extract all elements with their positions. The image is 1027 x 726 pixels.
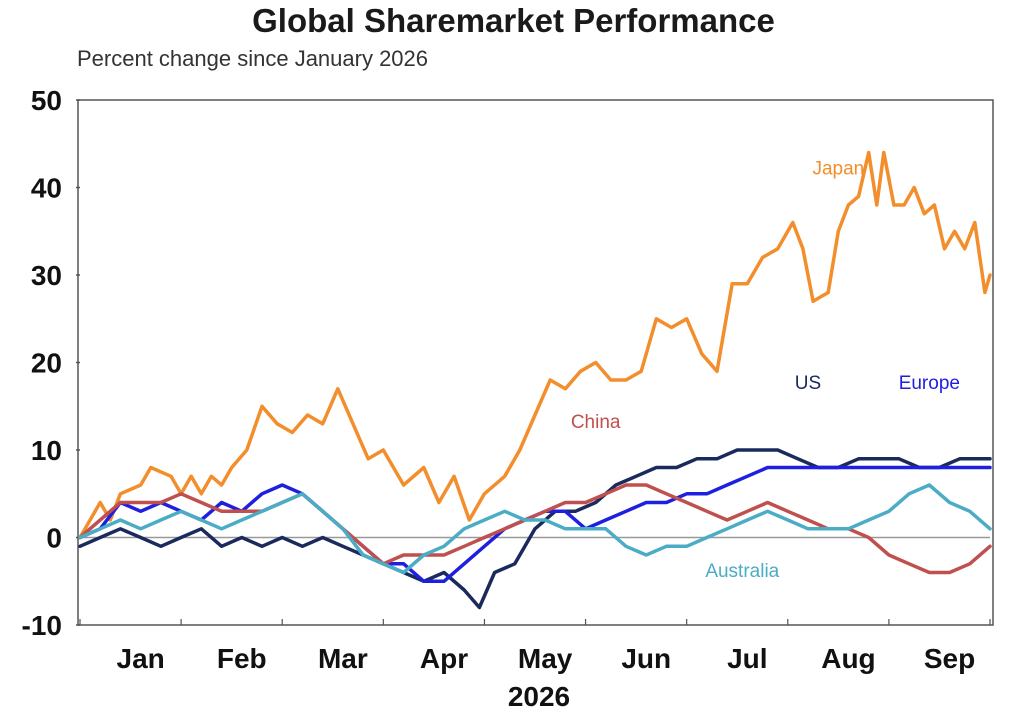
x-tick-label: Mar (318, 643, 368, 674)
x-tick-label: Feb (217, 643, 267, 674)
y-tick-label: 40 (31, 173, 62, 204)
chart-subtitle: Percent change since January 2026 (77, 46, 429, 71)
x-tick-label: Jul (727, 643, 767, 674)
x-axis-label: 2026 (508, 681, 570, 712)
series-line-australia (78, 483, 992, 575)
x-tick-label: Jun (621, 643, 671, 674)
series-line-europe (78, 465, 992, 584)
series-line-us (78, 448, 992, 610)
y-tick-label: -10 (22, 610, 62, 641)
x-tick-label: Sep (924, 643, 975, 674)
series-label-us: US (795, 373, 821, 394)
y-tick-label: 30 (31, 260, 62, 291)
x-tick-label: Jan (117, 643, 165, 674)
chart-title: Global Sharemarket Performance (252, 2, 775, 39)
y-axis: 50 40 30 20 10 0 -10 (22, 85, 80, 641)
series-labels: Japan US Europe China Australia (571, 158, 960, 582)
y-tick-label: 10 (31, 435, 62, 466)
x-tick-label: Aug (821, 643, 875, 674)
x-tick-label: Apr (420, 643, 468, 674)
series-lines (78, 150, 992, 610)
series-label-australia: Australia (705, 561, 779, 582)
y-tick-label: 50 (31, 85, 62, 116)
y-tick-label: 20 (31, 348, 62, 379)
x-axis: Jan Feb Mar Apr May Jun Jul Aug Sep (79, 619, 991, 674)
series-label-europe: Europe (899, 373, 960, 394)
series-line-japan (78, 150, 992, 540)
series-label-china: China (571, 412, 621, 433)
y-tick-label: 0 (46, 523, 62, 554)
x-tick-label: May (518, 643, 573, 674)
series-label-japan: Japan (812, 158, 864, 179)
